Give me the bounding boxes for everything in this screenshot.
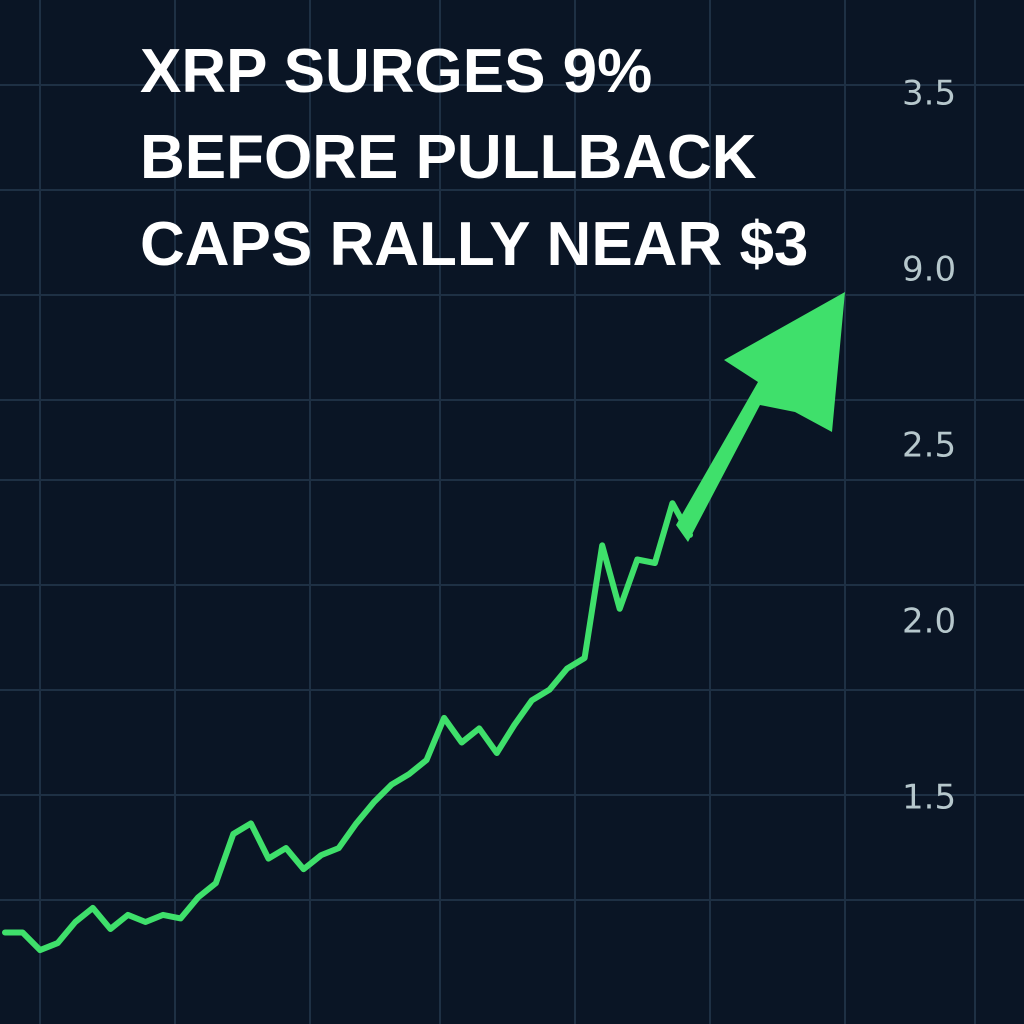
title-line: BEFORE PULLBACK [140,123,757,192]
title-line: XRP SURGES 9% [140,37,652,106]
title-line: CAPS RALLY NEAR $3 [140,210,808,279]
y-tick-label: 1.5 [902,777,956,817]
y-tick-label: 2.5 [902,425,956,465]
y-tick-label: 3.5 [902,74,956,114]
y-tick-label: 9.0 [902,249,956,289]
y-tick-label: 2.0 [902,601,956,641]
plot [2,500,693,954]
price-line [2,500,693,954]
arrow [676,292,845,542]
